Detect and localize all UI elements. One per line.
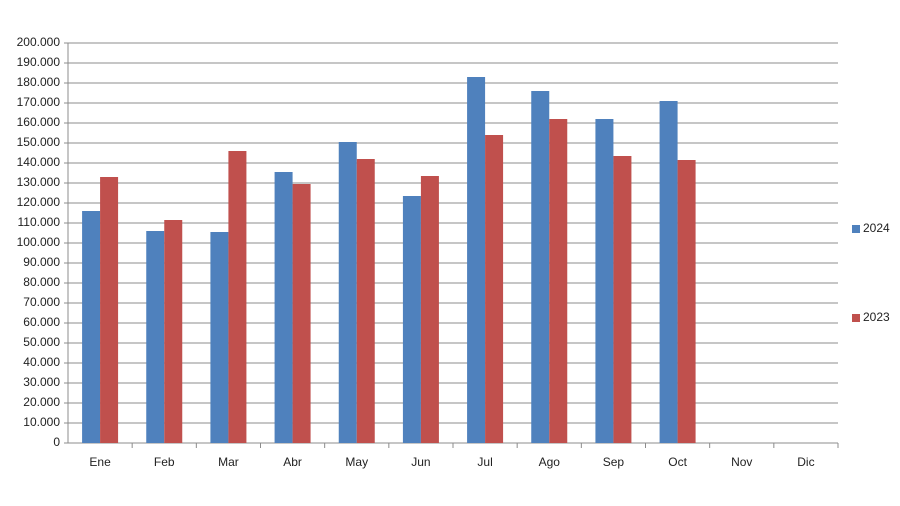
x-tick-label: Oct <box>668 455 687 469</box>
bar <box>210 232 229 443</box>
x-tick-label: Abr <box>283 455 302 469</box>
bar <box>485 135 504 443</box>
y-tick-label: 70.000 <box>23 295 60 309</box>
legend-swatch <box>852 225 860 233</box>
bar <box>100 177 119 443</box>
y-tick-label: 190.000 <box>17 55 61 69</box>
bar <box>420 176 439 443</box>
bar <box>613 156 632 443</box>
y-tick-label: 10.000 <box>23 415 60 429</box>
y-tick-label: 80.000 <box>23 275 60 289</box>
x-tick-label: Ago <box>539 455 561 469</box>
y-tick-label: 60.000 <box>23 315 60 329</box>
y-tick-label: 130.000 <box>17 175 61 189</box>
x-tick-label: Feb <box>154 455 175 469</box>
bar <box>338 142 357 443</box>
bar <box>659 101 678 443</box>
bar <box>467 77 486 443</box>
y-tick-label: 40.000 <box>23 355 60 369</box>
bar <box>595 119 614 443</box>
bar <box>82 211 101 443</box>
x-tick-label: Nov <box>731 455 752 469</box>
x-tick-label: Sep <box>603 455 625 469</box>
y-tick-label: 140.000 <box>17 155 61 169</box>
y-tick-label: 100.000 <box>17 235 61 249</box>
y-tick-label: 170.000 <box>17 95 61 109</box>
bar <box>274 172 293 443</box>
y-tick-label: 180.000 <box>17 75 61 89</box>
x-tick-label: Dic <box>797 455 814 469</box>
x-tick-label: May <box>345 455 368 469</box>
bar <box>228 151 247 443</box>
y-tick-label: 120.000 <box>17 195 61 209</box>
bar <box>531 91 550 443</box>
legend-swatch <box>852 314 860 322</box>
y-tick-label: 90.000 <box>23 255 60 269</box>
y-tick-label: 150.000 <box>17 135 61 149</box>
x-tick-label: Ene <box>89 455 111 469</box>
legend-label: 2024 <box>863 221 890 235</box>
y-tick-label: 110.000 <box>18 215 61 229</box>
bar <box>146 231 165 443</box>
y-tick-label: 0 <box>53 435 60 449</box>
bar <box>402 196 421 443</box>
legend-label: 2023 <box>863 310 890 324</box>
y-tick-label: 20.000 <box>23 395 60 409</box>
x-tick-label: Jul <box>477 455 492 469</box>
bar <box>164 220 183 443</box>
x-tick-label: Jun <box>411 455 430 469</box>
bar <box>292 184 311 443</box>
bar <box>677 160 696 443</box>
bar <box>549 119 568 443</box>
y-tick-label: 160.000 <box>17 115 61 129</box>
x-tick-label: Mar <box>218 455 239 469</box>
y-tick-label: 50.000 <box>23 335 60 349</box>
bar <box>356 159 375 443</box>
y-tick-label: 200.000 <box>17 35 61 49</box>
y-tick-label: 30.000 <box>23 375 60 389</box>
